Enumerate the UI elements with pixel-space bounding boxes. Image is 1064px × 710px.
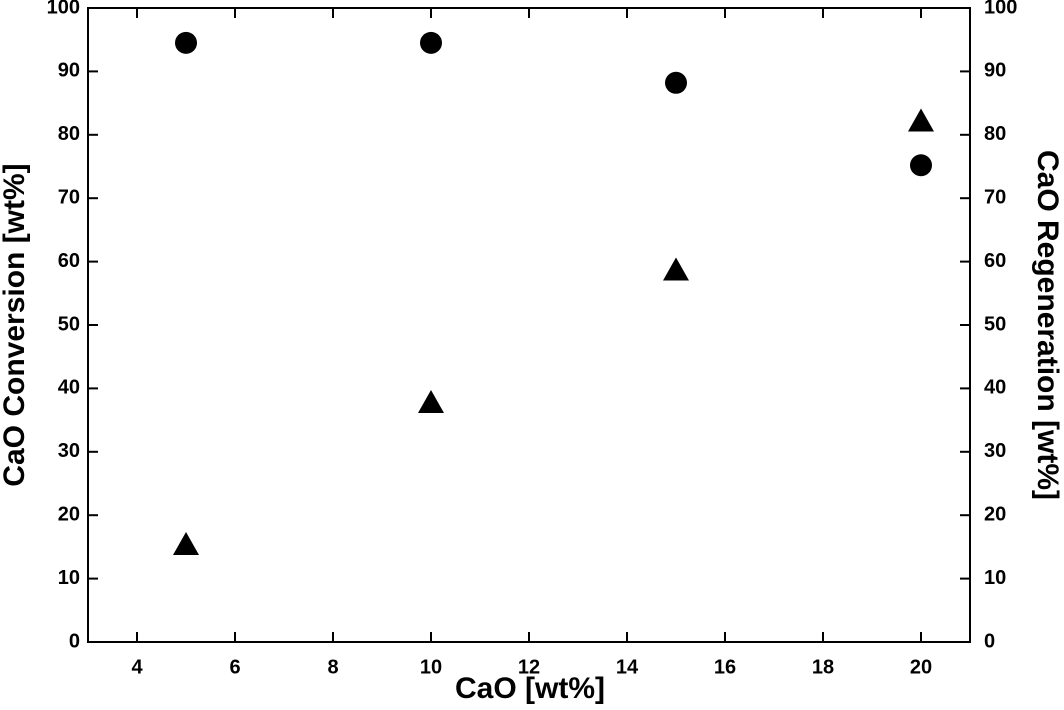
y2-tick-label: 90	[984, 60, 1006, 82]
y2-axis-title: CaO Regeneration [wt%]	[1031, 150, 1064, 500]
x-axis-title: CaO [wt%]	[455, 672, 605, 705]
plot-frame	[87, 7, 971, 643]
y2-tick-label: 60	[984, 250, 1006, 272]
y-tick-label: 40	[58, 377, 80, 399]
y2-tick-label: 80	[984, 123, 1006, 145]
y-tick-label: 60	[58, 250, 80, 272]
triangle-marker	[908, 108, 934, 132]
x-tick-label: 20	[910, 656, 932, 678]
x-tick-label: 10	[420, 656, 442, 678]
triangle-marker	[418, 389, 444, 413]
y2-tick-label: 0	[984, 630, 995, 652]
y2-tick-label: 50	[984, 313, 1006, 335]
y2-tick-label: 70	[984, 186, 1006, 208]
y-axis-title: CaO Conversion [wt%]	[0, 163, 31, 486]
x-tick-label: 16	[714, 656, 736, 678]
x-tick-label: 6	[229, 656, 240, 678]
circle-marker	[910, 154, 932, 177]
x-tick-label: 14	[616, 656, 639, 678]
y2-tick-label: 100	[984, 0, 1017, 18]
circle-marker	[665, 71, 687, 94]
x-tick-label: 8	[327, 656, 338, 678]
y-tick-label: 30	[58, 440, 80, 462]
x-tick-label: 18	[812, 656, 834, 678]
y2-tick-label: 10	[984, 567, 1006, 589]
y2-tick-label: 20	[984, 503, 1006, 525]
y-tick-label: 50	[58, 313, 80, 335]
y-tick-label: 80	[58, 123, 80, 145]
triangle-marker	[663, 257, 689, 281]
x-tick-label: 4	[131, 656, 143, 678]
y-tick-label: 70	[58, 186, 80, 208]
y2-tick-label: 40	[984, 377, 1006, 399]
circle-marker	[175, 31, 197, 54]
triangle-marker	[173, 531, 199, 555]
y-tick-label: 0	[69, 630, 80, 652]
y-tick-label: 100	[47, 0, 80, 18]
y-tick-label: 90	[58, 60, 80, 82]
circle-marker	[420, 31, 442, 54]
y-tick-label: 20	[58, 503, 80, 525]
y-tick-label: 10	[58, 567, 80, 589]
x-tick-label: 12	[518, 656, 540, 678]
y2-tick-label: 30	[984, 440, 1006, 462]
